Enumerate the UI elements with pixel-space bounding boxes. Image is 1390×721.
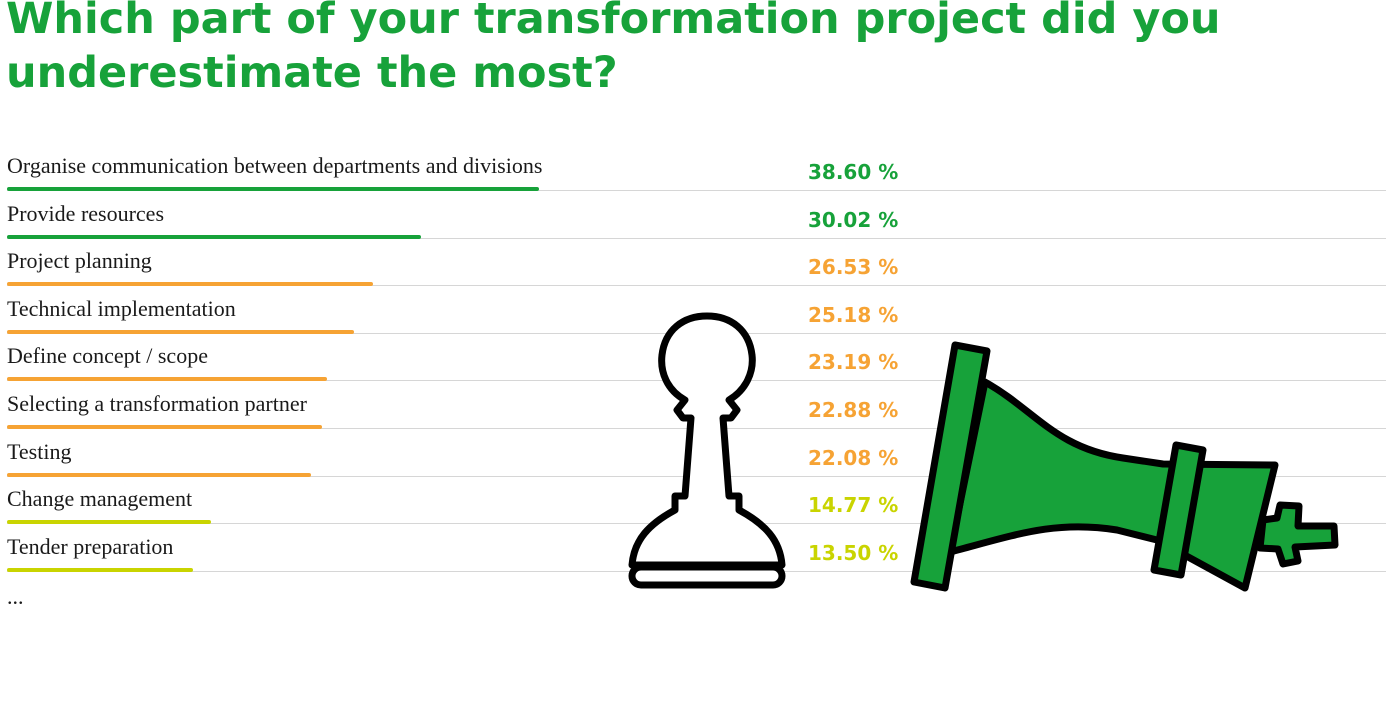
value-label: 26.53 % bbox=[808, 255, 899, 280]
bar bbox=[7, 329, 354, 334]
category-label: Organise communication between departmen… bbox=[7, 153, 543, 178]
category-label: Change management bbox=[7, 486, 193, 512]
white-pawn-standing-icon bbox=[628, 312, 786, 589]
category-label: Tender preparation bbox=[7, 533, 174, 559]
bar bbox=[7, 520, 211, 525]
bar-rows: Organise communication between departmen… bbox=[0, 146, 1390, 574]
bar bbox=[7, 377, 327, 382]
category-label: Provide resources bbox=[7, 200, 165, 226]
value-label: 13.50 % bbox=[808, 540, 899, 565]
more-ellipsis: ... bbox=[7, 584, 24, 609]
category-label: Selecting a transformation partner bbox=[7, 390, 307, 416]
bar-row: Provide resources 30.02 % bbox=[0, 194, 1390, 242]
category-label: Define concept / scope bbox=[7, 343, 208, 369]
value-label: 25.18 % bbox=[808, 302, 899, 327]
value-label: 22.08 % bbox=[808, 445, 899, 470]
chart-title: Which part of your transformation projec… bbox=[6, 0, 1221, 98]
category-label: Testing bbox=[7, 438, 72, 464]
bar-row: Organise communication between departmen… bbox=[0, 146, 1390, 194]
row-divider bbox=[7, 285, 1386, 287]
green-king-fallen-icon bbox=[910, 341, 1339, 592]
bar bbox=[7, 424, 323, 429]
row-divider bbox=[7, 190, 1386, 191]
value-label: 23.19 % bbox=[808, 350, 899, 375]
bar bbox=[7, 187, 539, 191]
value-label: 14.77 % bbox=[808, 493, 899, 518]
value-label: 30.02 % bbox=[808, 207, 899, 232]
bar bbox=[7, 567, 194, 572]
bar bbox=[7, 234, 421, 239]
bar bbox=[7, 472, 312, 477]
value-label: 38.60 % bbox=[808, 160, 899, 184]
category-label: Project planning bbox=[7, 248, 152, 274]
category-label: Technical implementation bbox=[7, 295, 236, 321]
row-divider bbox=[7, 237, 1386, 239]
bar-row: Project planning 26.53 % bbox=[0, 241, 1390, 289]
value-label: 22.88 % bbox=[808, 397, 899, 422]
bar bbox=[7, 282, 373, 287]
